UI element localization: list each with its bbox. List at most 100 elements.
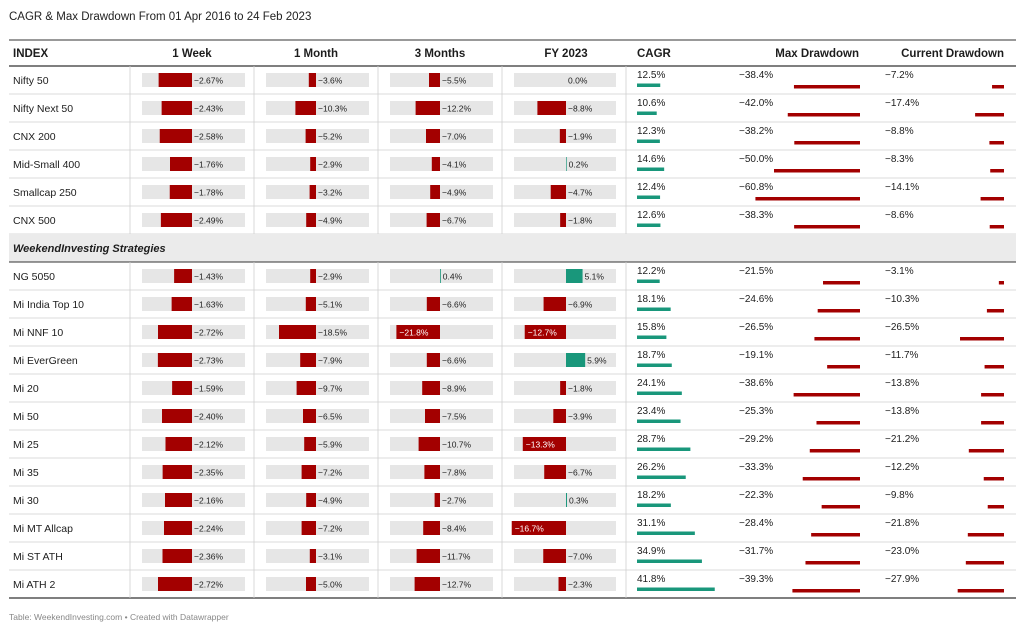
value-bar: [171, 297, 192, 311]
cagr-bar: [637, 335, 667, 339]
value-label: −7.0%: [442, 132, 467, 142]
value-label: −3.9%: [568, 412, 593, 422]
current-drawdown-bar: [965, 561, 1004, 565]
value-label: −6.9%: [568, 300, 593, 310]
cagr-bar: [637, 559, 702, 563]
value-bar: [416, 549, 440, 563]
chart-footer: Table: WeekendInvesting.com • Created wi…: [9, 612, 229, 622]
value-bar: [424, 465, 440, 479]
cagr-value: 12.4%: [637, 182, 665, 193]
current-drawdown-value: −21.8%: [885, 518, 919, 529]
section-label: WeekendInvesting Strategies: [13, 243, 166, 255]
value-bar: [157, 353, 192, 367]
cagr-bar: [637, 279, 660, 283]
value-bar: [164, 521, 192, 535]
value-bar: [560, 213, 566, 227]
bar-track: [390, 129, 493, 143]
value-label: −21.8%: [399, 328, 429, 338]
bar-track: [266, 297, 369, 311]
current-drawdown-value: −13.8%: [885, 406, 919, 417]
value-bar: [296, 381, 316, 395]
current-drawdown-bar: [989, 225, 1004, 229]
column-header: 1 Month: [294, 48, 338, 60]
column-header: Max Drawdown: [775, 48, 859, 60]
value-label: −12.7%: [442, 580, 472, 590]
value-label: −2.58%: [194, 132, 224, 142]
column-header: 1 Week: [172, 48, 212, 60]
value-bar: [305, 297, 316, 311]
bar-track: [390, 297, 493, 311]
cagr-bar: [637, 587, 715, 591]
value-label: −13.3%: [526, 440, 556, 450]
value-label: −2.9%: [318, 272, 343, 282]
value-bar: [566, 493, 567, 507]
value-bar: [544, 465, 566, 479]
value-bar: [560, 381, 566, 395]
max-drawdown-value: −29.2%: [739, 434, 773, 445]
value-bar: [524, 325, 566, 339]
value-bar: [162, 409, 192, 423]
value-bar: [396, 325, 440, 339]
max-drawdown-bar: [802, 477, 860, 481]
row-name: Mi 50: [13, 411, 39, 423]
value-label: −3.1%: [318, 552, 343, 562]
cagr-value: 24.1%: [637, 378, 665, 389]
value-bar: [543, 297, 566, 311]
max-drawdown-value: −33.3%: [739, 462, 773, 473]
max-drawdown-value: −25.3%: [739, 406, 773, 417]
value-label: −1.63%: [194, 300, 224, 310]
max-drawdown-value: −28.4%: [739, 518, 773, 529]
cagr-value: 12.5%: [637, 70, 665, 81]
max-drawdown-value: −42.0%: [739, 98, 773, 109]
value-label: 0.2%: [569, 160, 589, 170]
row-name: NG 5050: [13, 271, 55, 283]
value-bar: [174, 269, 192, 283]
value-bar: [434, 493, 440, 507]
value-label: −2.72%: [194, 580, 224, 590]
cagr-value: 41.8%: [637, 574, 665, 585]
value-label: −7.8%: [442, 468, 467, 478]
value-label: −12.7%: [528, 328, 558, 338]
row-name: Mi ATH 2: [13, 579, 56, 591]
bar-track: [514, 269, 616, 283]
current-drawdown-value: −17.4%: [885, 98, 919, 109]
max-drawdown-value: −38.3%: [739, 210, 773, 221]
max-drawdown-bar: [805, 561, 860, 565]
bar-track: [266, 269, 369, 283]
value-label: −6.6%: [442, 300, 467, 310]
value-bar: [158, 73, 192, 87]
cagr-bar: [637, 111, 657, 115]
current-drawdown-value: −27.9%: [885, 574, 919, 585]
bar-track: [390, 73, 493, 87]
max-drawdown-bar: [827, 365, 860, 369]
value-bar: [158, 325, 192, 339]
value-bar: [426, 129, 440, 143]
max-drawdown-value: −24.6%: [739, 294, 773, 305]
value-label: −4.1%: [442, 160, 467, 170]
bar-track: [390, 437, 493, 451]
bar-track: [142, 185, 245, 199]
row-name: Nifty Next 50: [13, 103, 73, 115]
cagr-bar: [637, 391, 682, 395]
value-label: −8.8%: [568, 104, 593, 114]
bar-track: [390, 185, 493, 199]
current-drawdown-value: −21.2%: [885, 434, 919, 445]
cagr-value: 18.1%: [637, 294, 665, 305]
value-label: −5.5%: [442, 76, 467, 86]
cagr-value: 28.7%: [637, 434, 665, 445]
bar-track: [142, 269, 245, 283]
cagr-value: 12.3%: [637, 126, 665, 137]
value-label: 0.4%: [443, 272, 463, 282]
value-bar: [301, 465, 316, 479]
column-header: FY 2023: [544, 48, 587, 60]
value-label: −1.8%: [568, 216, 593, 226]
max-drawdown-bar: [814, 337, 860, 341]
current-drawdown-value: −14.1%: [885, 182, 919, 193]
max-drawdown-bar: [792, 589, 860, 593]
bar-track: [142, 297, 245, 311]
bar-track: [266, 73, 369, 87]
cagr-value: 23.4%: [637, 406, 665, 417]
max-drawdown-bar: [823, 281, 860, 285]
cagr-value: 12.2%: [637, 266, 665, 277]
value-bar: [426, 297, 440, 311]
